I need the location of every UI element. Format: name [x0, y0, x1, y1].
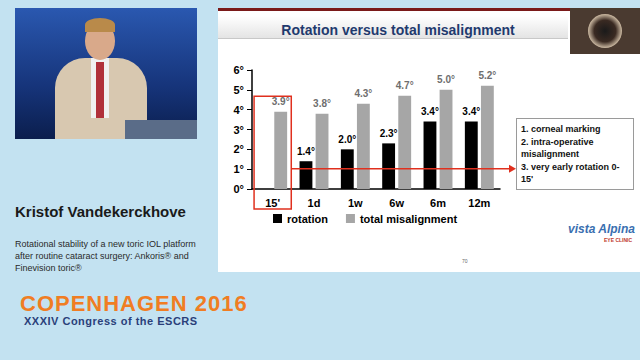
html-text:Rotational stability of a new: Rotational stability of a new toric IOL …	[15, 239, 196, 273]
html-text:vista Alpina: vista Alpina	[568, 222, 635, 236]
svg-text:3.8°: 3.8°	[313, 98, 331, 109]
svg-text:1.4°: 1.4°	[297, 146, 315, 157]
svg-text:2.3°: 2.3°	[380, 128, 398, 139]
svg-text:5°: 5°	[233, 84, 244, 96]
svg-text:15': 15'	[265, 197, 280, 209]
html-text:1. corneal marking: 1. corneal marking	[521, 124, 601, 134]
svg-text:rotation: rotation	[287, 213, 328, 225]
svg-text:6°: 6°	[233, 64, 244, 76]
html-text:COPENHAGEN 2016: COPENHAGEN 2016	[20, 291, 248, 316]
html-text:70: 70	[462, 258, 468, 264]
svg-text:3.4°: 3.4°	[462, 106, 480, 117]
svg-text:0°: 0°	[233, 183, 244, 195]
svg-text:6w: 6w	[389, 197, 404, 209]
svg-text:2.0°: 2.0°	[338, 134, 356, 145]
svg-text:12m: 12m	[468, 197, 490, 209]
svg-text:Rotation versus total misalign: Rotation versus total misalignment	[281, 22, 515, 38]
html-text:3. very early rotation 0- 15': 3. very early rotation 0- 15'	[521, 162, 620, 184]
svg-text:3°: 3°	[233, 124, 244, 136]
svg-text:5.0°: 5.0°	[437, 74, 455, 85]
svg-text:5.2°: 5.2°	[478, 70, 496, 81]
svg-text:4°: 4°	[233, 104, 244, 116]
svg-text:1d: 1d	[308, 197, 321, 209]
svg-text:3.4°: 3.4°	[421, 106, 439, 117]
svg-text:4.7°: 4.7°	[396, 80, 414, 91]
html-text:EYE CLINIC: EYE CLINIC	[604, 237, 633, 243]
html-text:XXXIV Congress of the ESCRS: XXXIV Congress of the ESCRS	[24, 315, 198, 327]
svg-text:total misalignment: total misalignment	[360, 213, 458, 225]
svg-text:1°: 1°	[233, 163, 244, 175]
html-text:2. intra-operative misalignmen: 2. intra-operative misalignment	[521, 137, 594, 159]
svg-text:6m: 6m	[430, 197, 446, 209]
svg-text:2°: 2°	[233, 143, 244, 155]
svg-text:1w: 1w	[348, 197, 363, 209]
svg-text:3.9°: 3.9°	[272, 96, 290, 107]
svg-text:4.3°: 4.3°	[354, 88, 372, 99]
html-text:Kristof Vandekerckhove: Kristof Vandekerckhove	[15, 203, 186, 220]
